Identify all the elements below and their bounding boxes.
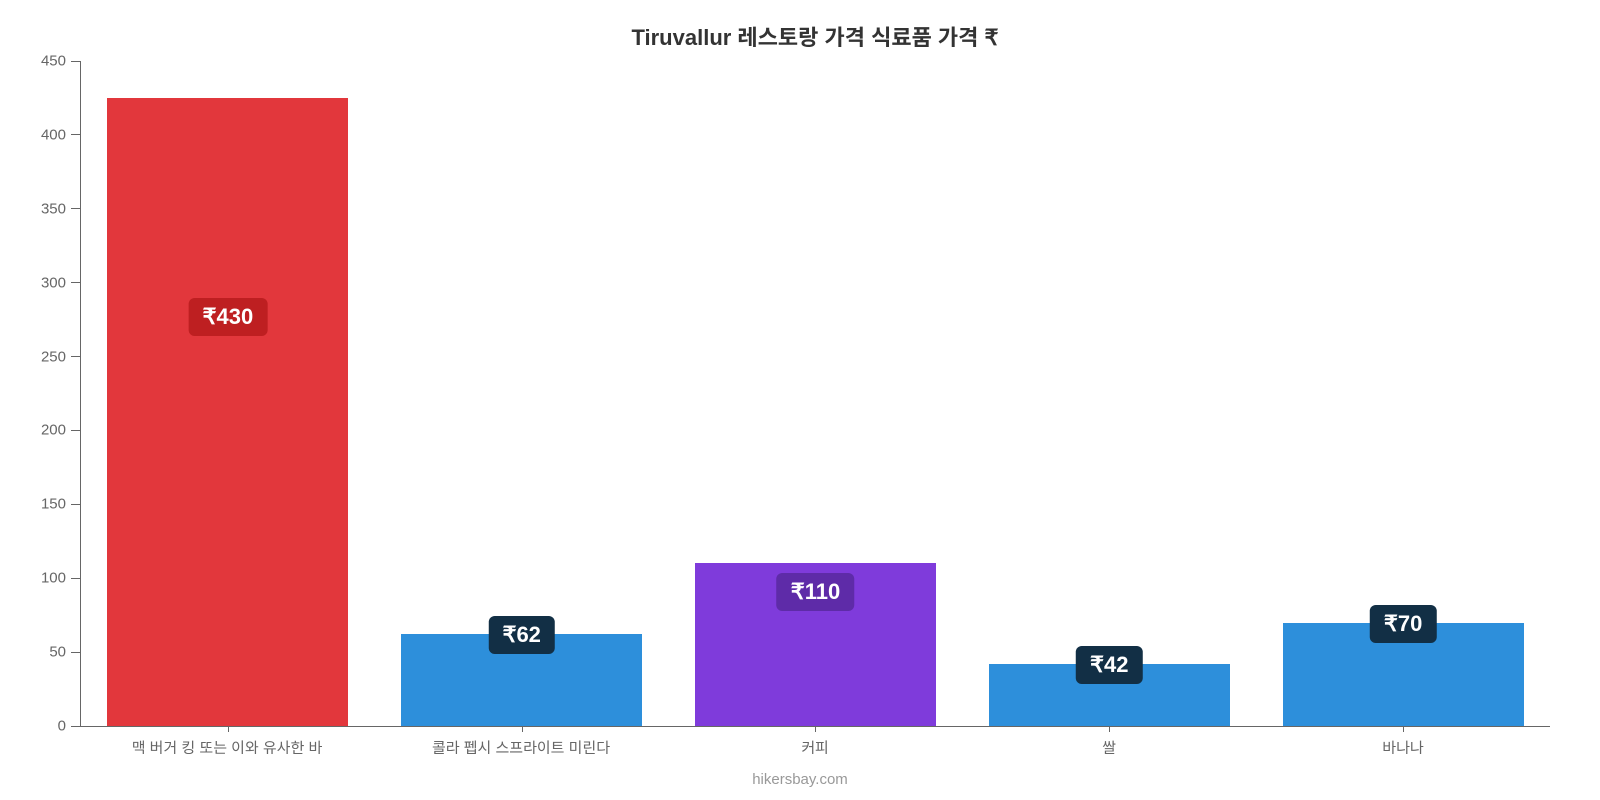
y-tick-label: 200 [26, 422, 66, 439]
y-tick [71, 430, 81, 431]
x-axis-label: 콜라 펩시 스프라이트 미린다 [374, 729, 668, 758]
y-tick [71, 356, 81, 357]
y-tick [71, 61, 81, 62]
y-tick [71, 652, 81, 653]
y-tick [71, 726, 81, 727]
bar: ₹70 [1283, 623, 1524, 726]
y-tick-label: 150 [26, 496, 66, 513]
x-axis-label: 커피 [668, 729, 962, 758]
y-tick-label: 50 [26, 644, 66, 661]
chart-title: Tiruvallur 레스토랑 가격 식료품 가격 ₹ [80, 20, 1550, 52]
y-tick [71, 208, 81, 209]
x-axis-label: 쌀 [962, 729, 1256, 758]
bar-value-label: ₹110 [777, 573, 855, 611]
y-tick-label: 0 [26, 718, 66, 735]
bar-slot: ₹430 [81, 62, 375, 726]
credit-text: hikersbay.com [0, 771, 1600, 788]
bars-group: ₹430 ₹62 ₹110 ₹42 ₹70 [81, 62, 1550, 726]
bar: ₹430 [107, 98, 348, 726]
bar-value-label: ₹70 [1370, 605, 1436, 643]
y-tick [71, 578, 81, 579]
y-tick-label: 250 [26, 348, 66, 365]
x-axis-label: 맥 버거 킹 또는 이와 유사한 바 [80, 729, 374, 758]
y-tick [71, 134, 81, 135]
bar-value-label: ₹430 [189, 298, 268, 336]
y-tick-label: 400 [26, 126, 66, 143]
y-tick-label: 350 [26, 200, 66, 217]
bar-slot: ₹70 [1256, 62, 1550, 726]
x-axis-label: 바나나 [1256, 729, 1550, 758]
bar-value-label: ₹42 [1076, 646, 1142, 684]
y-tick-label: 450 [26, 53, 66, 70]
y-tick-label: 100 [26, 570, 66, 587]
x-axis-labels: 맥 버거 킹 또는 이와 유사한 바콜라 펩시 스프라이트 미린다커피쌀바나나 [80, 729, 1550, 758]
bar: ₹110 [695, 563, 936, 726]
bar-value-label: ₹62 [488, 616, 554, 654]
chart-container: Tiruvallur 레스토랑 가격 식료품 가격 ₹ 0 50 100 150 200… [0, 0, 1600, 800]
bar-slot: ₹42 [962, 62, 1256, 726]
bar: ₹42 [989, 664, 1230, 726]
bar-slot: ₹62 [375, 62, 669, 726]
y-tick [71, 282, 81, 283]
plot-area: 050100150200250300350400450 ₹430₹62₹110₹… [80, 62, 1550, 727]
y-tick [71, 504, 81, 505]
bar-slot: ₹110 [669, 62, 963, 726]
bar: ₹62 [401, 634, 642, 726]
y-tick-label: 300 [26, 274, 66, 291]
